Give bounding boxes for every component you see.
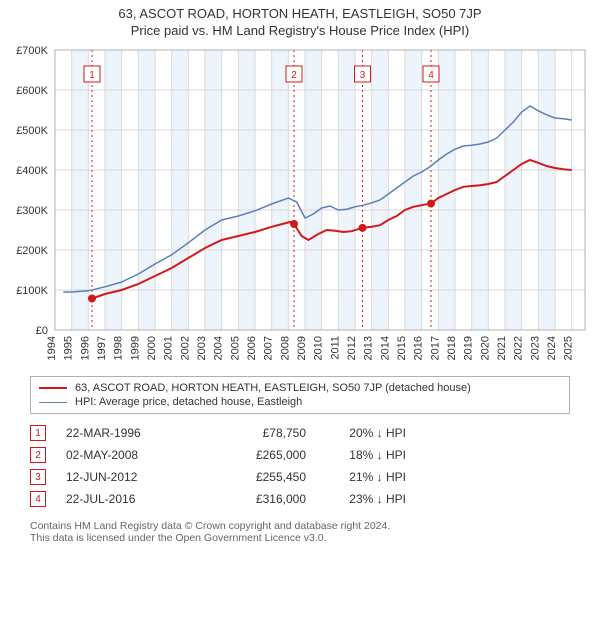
x-tick-label: 2012 <box>346 336 358 360</box>
events-table: 1 22-MAR-1996£78,75020% ↓ HPI 2 02-MAY-2008… <box>30 422 570 510</box>
x-tick-label: 1998 <box>113 336 125 360</box>
legend-row: 63, ASCOT ROAD, HORTON HEATH, EASTLEIGH,… <box>39 381 561 395</box>
x-tick-label: 2023 <box>529 336 541 360</box>
chart-subtitle: Price paid vs. HM Land Registry's House … <box>0 23 600 38</box>
event-number: 1 <box>30 425 46 441</box>
x-tick-label: 2008 <box>279 336 291 360</box>
legend-box: 63, ASCOT ROAD, HORTON HEATH, EASTLEIGH,… <box>30 376 570 414</box>
event-delta: 18% ↓ HPI <box>306 448 406 462</box>
x-tick-label: 2024 <box>546 336 558 360</box>
y-tick-label: £0 <box>36 325 48 337</box>
x-tick-label: 2018 <box>446 336 458 360</box>
x-tick-label: 1995 <box>63 336 75 360</box>
x-tick-label: 2006 <box>246 336 258 360</box>
y-tick-label: £700K <box>16 45 48 57</box>
x-tick-label: 2015 <box>396 336 408 360</box>
event-marker-number: 2 <box>291 70 297 81</box>
event-number: 4 <box>30 491 46 507</box>
event-delta: 21% ↓ HPI <box>306 470 406 484</box>
x-tick-label: 2007 <box>263 336 275 360</box>
legend-label: 63, ASCOT ROAD, HORTON HEATH, EASTLEIGH,… <box>75 382 471 394</box>
x-tick-label: 2019 <box>463 336 475 360</box>
x-tick-label: 2011 <box>329 336 341 360</box>
x-tick-label: 1996 <box>79 336 91 360</box>
price-point-dot <box>427 200 435 208</box>
event-price: £255,450 <box>196 470 306 484</box>
y-tick-label: £600K <box>16 85 48 97</box>
event-marker-number: 4 <box>428 70 434 81</box>
x-tick-label: 2001 <box>163 336 175 360</box>
legend-row: HPI: Average price, detached house, East… <box>39 395 561 409</box>
event-price: £316,000 <box>196 492 306 506</box>
x-tick-label: 2017 <box>429 336 441 360</box>
x-tick-label: 2013 <box>363 336 375 360</box>
event-price: £265,000 <box>196 448 306 462</box>
price-chart-svg: £0 £100K £200K £300K £400K £500K £600K £700K 199… <box>0 40 600 370</box>
price-point-dot <box>359 224 367 232</box>
legend-swatch <box>39 402 67 403</box>
y-tick-label: £200K <box>16 245 48 257</box>
y-tick-label: £400K <box>16 165 48 177</box>
x-tick-label: 2003 <box>196 336 208 360</box>
event-delta: 23% ↓ HPI <box>306 492 406 506</box>
event-price: £78,750 <box>196 426 306 440</box>
x-tick-label: 1994 <box>46 336 58 360</box>
series-line <box>92 160 572 299</box>
legend-label: HPI: Average price, detached house, East… <box>75 396 302 408</box>
y-tick-label: £300K <box>16 205 48 217</box>
chart-title: 63, ASCOT ROAD, HORTON HEATH, EASTLEIGH,… <box>0 6 600 21</box>
x-tick-label: 2004 <box>213 336 225 360</box>
price-point-dot <box>88 295 96 303</box>
y-tick-label: £500K <box>16 125 48 137</box>
x-tick-label: 2020 <box>479 336 491 360</box>
event-number: 3 <box>30 469 46 485</box>
x-tick-label: 2002 <box>179 336 191 360</box>
event-delta: 20% ↓ HPI <box>306 426 406 440</box>
event-date: 22-MAR-1996 <box>66 426 196 440</box>
y-tick-label: £100K <box>16 285 48 297</box>
x-tick-label: 2022 <box>513 336 525 360</box>
event-date: 12-JUN-2012 <box>66 470 196 484</box>
event-row: 1 22-MAR-1996£78,75020% ↓ HPI <box>30 422 570 444</box>
x-tick-label: 2025 <box>563 336 575 360</box>
x-tick-label: 2014 <box>379 336 391 360</box>
x-tick-label: 2009 <box>296 336 308 360</box>
event-row: 4 22-JUL-2016£316,00023% ↓ HPI <box>30 488 570 510</box>
event-row: 2 02-MAY-2008£265,00018% ↓ HPI <box>30 444 570 466</box>
event-marker-number: 3 <box>360 70 366 81</box>
footer-line-1: Contains HM Land Registry data © Crown c… <box>30 520 570 532</box>
footer-line-2: This data is licensed under the Open Gov… <box>30 532 570 544</box>
price-point-dot <box>290 220 298 228</box>
x-tick-label: 2021 <box>496 336 508 360</box>
footer-attribution: Contains HM Land Registry data © Crown c… <box>30 520 570 544</box>
event-row: 3 12-JUN-2012£255,45021% ↓ HPI <box>30 466 570 488</box>
legend-swatch <box>39 387 67 389</box>
x-tick-label: 2016 <box>413 336 425 360</box>
x-tick-label: 2005 <box>229 336 241 360</box>
event-marker-number: 1 <box>89 70 95 81</box>
x-tick-label: 2010 <box>313 336 325 360</box>
chart-area: £0 £100K £200K £300K £400K £500K £600K £700K 199… <box>0 40 600 370</box>
x-tick-label: 1997 <box>96 336 108 360</box>
event-date: 22-JUL-2016 <box>66 492 196 506</box>
x-tick-label: 1999 <box>129 336 141 360</box>
event-number: 2 <box>30 447 46 463</box>
event-date: 02-MAY-2008 <box>66 448 196 462</box>
x-tick-label: 2000 <box>146 336 158 360</box>
